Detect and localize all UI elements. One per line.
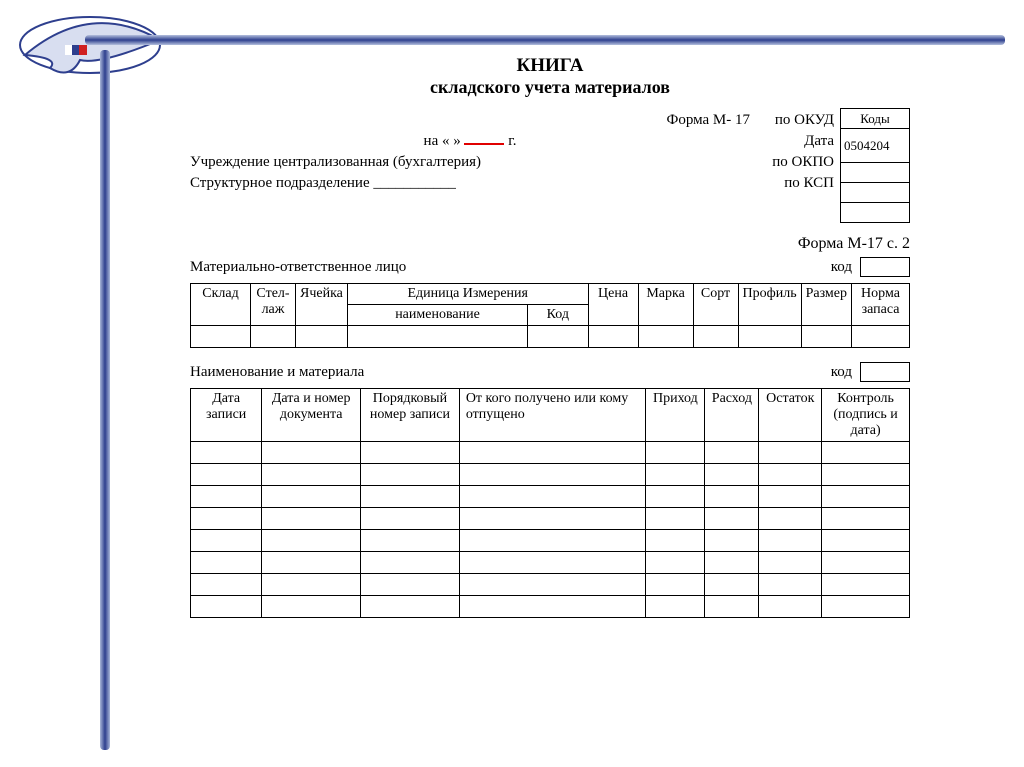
t1-unit-code: Код <box>528 305 588 326</box>
t2-date: Дата записи <box>191 389 262 442</box>
doc-title: КНИГА <box>190 55 910 77</box>
t2-seq: Порядковый номер записи <box>361 389 460 442</box>
table-row <box>191 486 910 508</box>
t1-profile: Профиль <box>738 284 801 326</box>
t2-in: Приход <box>646 389 705 442</box>
t1-yacheika: Ячейка <box>296 284 348 326</box>
date-prefix: на « » <box>424 133 461 149</box>
t2-doc: Дата и номер документа <box>262 389 361 442</box>
codes-table: Коды 0504204 <box>840 108 910 223</box>
logo-icon <box>10 10 170 105</box>
table-row <box>191 442 910 464</box>
t1-unit-name: наименование <box>347 305 527 326</box>
t1-sklad: Склад <box>191 284 251 326</box>
code-box-2 <box>860 362 910 382</box>
t1-size: Размер <box>801 284 851 326</box>
t2-ctrl: Контроль (подпись и дата) <box>822 389 910 442</box>
t1-mark: Марка <box>638 284 693 326</box>
table-row <box>191 574 910 596</box>
table-row <box>191 326 910 348</box>
responsible-label: Материально-ответственное лицо <box>190 259 823 276</box>
naming-label: Наименование и материала <box>190 364 823 381</box>
code-label-2: код <box>823 364 860 381</box>
okud-value: 0504204 <box>841 129 910 163</box>
date-cell <box>841 163 910 183</box>
date-underline <box>464 143 504 145</box>
okpo-cell <box>841 183 910 203</box>
table-row <box>191 596 910 618</box>
t1-norm: Норма запаса <box>852 284 910 326</box>
form-label: Форма М- 17 <box>190 112 750 129</box>
ksp-label: по КСП <box>750 175 840 192</box>
t2-from: От кого получено или кому отпущено <box>459 389 646 442</box>
table-row <box>191 530 910 552</box>
doc-subtitle: складского учета материалов <box>190 77 910 98</box>
okpo-label: по ОКПО <box>750 154 840 171</box>
decorative-side-bar <box>100 50 110 750</box>
document-body: КНИГА складского учета материалов Форма … <box>190 55 910 618</box>
code-box-1 <box>860 257 910 277</box>
codes-header: Коды <box>841 109 910 129</box>
date-label: Дата <box>750 133 840 150</box>
t1-unit: Единица Измерения <box>347 284 588 305</box>
okud-label: по ОКУД <box>750 112 840 129</box>
subdivision: Структурное подразделение ___________ <box>190 175 750 192</box>
table-records: Дата записи Дата и номер документа Поряд… <box>190 388 910 618</box>
date-suffix: г. <box>508 133 516 149</box>
t1-sort: Сорт <box>693 284 738 326</box>
ksp-cell <box>841 203 910 223</box>
t1-stellazh: Стел-лаж <box>251 284 296 326</box>
institution: Учреждение централизованная (бухгалтерия… <box>190 154 750 171</box>
table-row <box>191 508 910 530</box>
form-page: Форма М-17 с. 2 <box>190 235 910 253</box>
t2-rest: Остаток <box>759 389 822 442</box>
code-label-1: код <box>823 259 860 276</box>
t2-out: Расход <box>705 389 759 442</box>
decorative-top-bar <box>85 35 1005 45</box>
t1-price: Цена <box>588 284 638 326</box>
table-row <box>191 552 910 574</box>
table-materials-header: Склад Стел-лаж Ячейка Единица Измерения … <box>190 283 910 348</box>
table-row <box>191 464 910 486</box>
